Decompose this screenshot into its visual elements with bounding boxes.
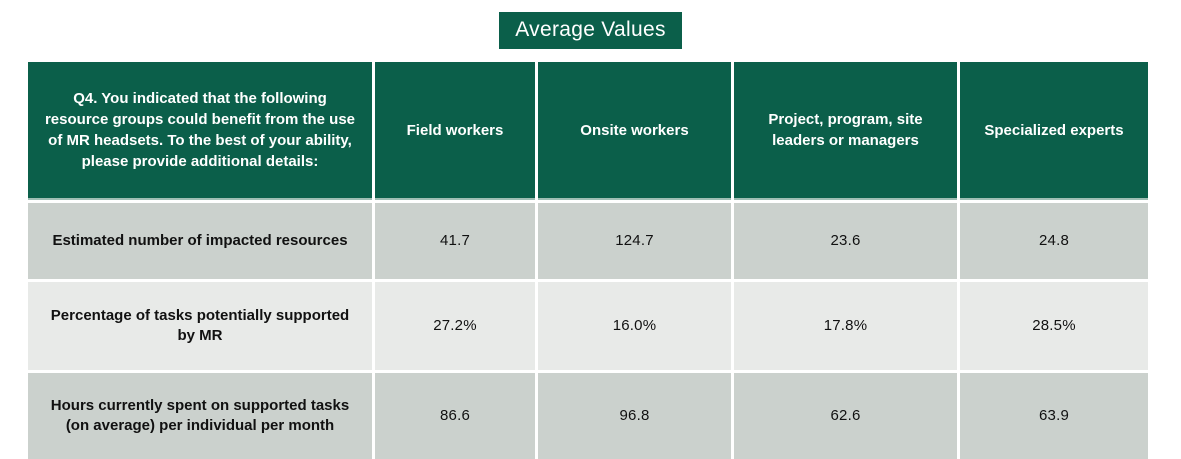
average-values-table: Q4. You indicated that the following res… [25, 59, 1151, 459]
value-cell: 41.7 [375, 203, 535, 279]
value-cell: 96.8 [538, 373, 731, 459]
value-cell: 86.6 [375, 373, 535, 459]
row-label-impacted-resources: Estimated number of impacted resources [28, 203, 372, 279]
table-header-row: Q4. You indicated that the following res… [28, 62, 1148, 200]
value-cell: 124.7 [538, 203, 731, 279]
column-header-onsite-workers: Onsite workers [538, 62, 731, 200]
value-cell: 28.5% [960, 282, 1148, 370]
row-label-hours-spent: Hours currently spent on supported tasks… [28, 373, 372, 459]
value-cell: 17.8% [734, 282, 957, 370]
column-header-leaders-managers: Project, program, site leaders or manage… [734, 62, 957, 200]
value-cell: 16.0% [538, 282, 731, 370]
column-header-field-workers: Field workers [375, 62, 535, 200]
value-cell: 62.6 [734, 373, 957, 459]
page-title: Average Values [499, 12, 682, 49]
value-cell: 27.2% [375, 282, 535, 370]
table-row: Hours currently spent on supported tasks… [28, 373, 1148, 459]
row-label-percentage-tasks: Percentage of tasks potentially supporte… [28, 282, 372, 370]
value-cell: 63.9 [960, 373, 1148, 459]
column-header-specialized-experts: Specialized experts [960, 62, 1148, 200]
value-cell: 23.6 [734, 203, 957, 279]
question-header-cell: Q4. You indicated that the following res… [28, 62, 372, 200]
table-row: Estimated number of impacted resources 4… [28, 203, 1148, 279]
table-row: Percentage of tasks potentially supporte… [28, 282, 1148, 370]
value-cell: 24.8 [960, 203, 1148, 279]
